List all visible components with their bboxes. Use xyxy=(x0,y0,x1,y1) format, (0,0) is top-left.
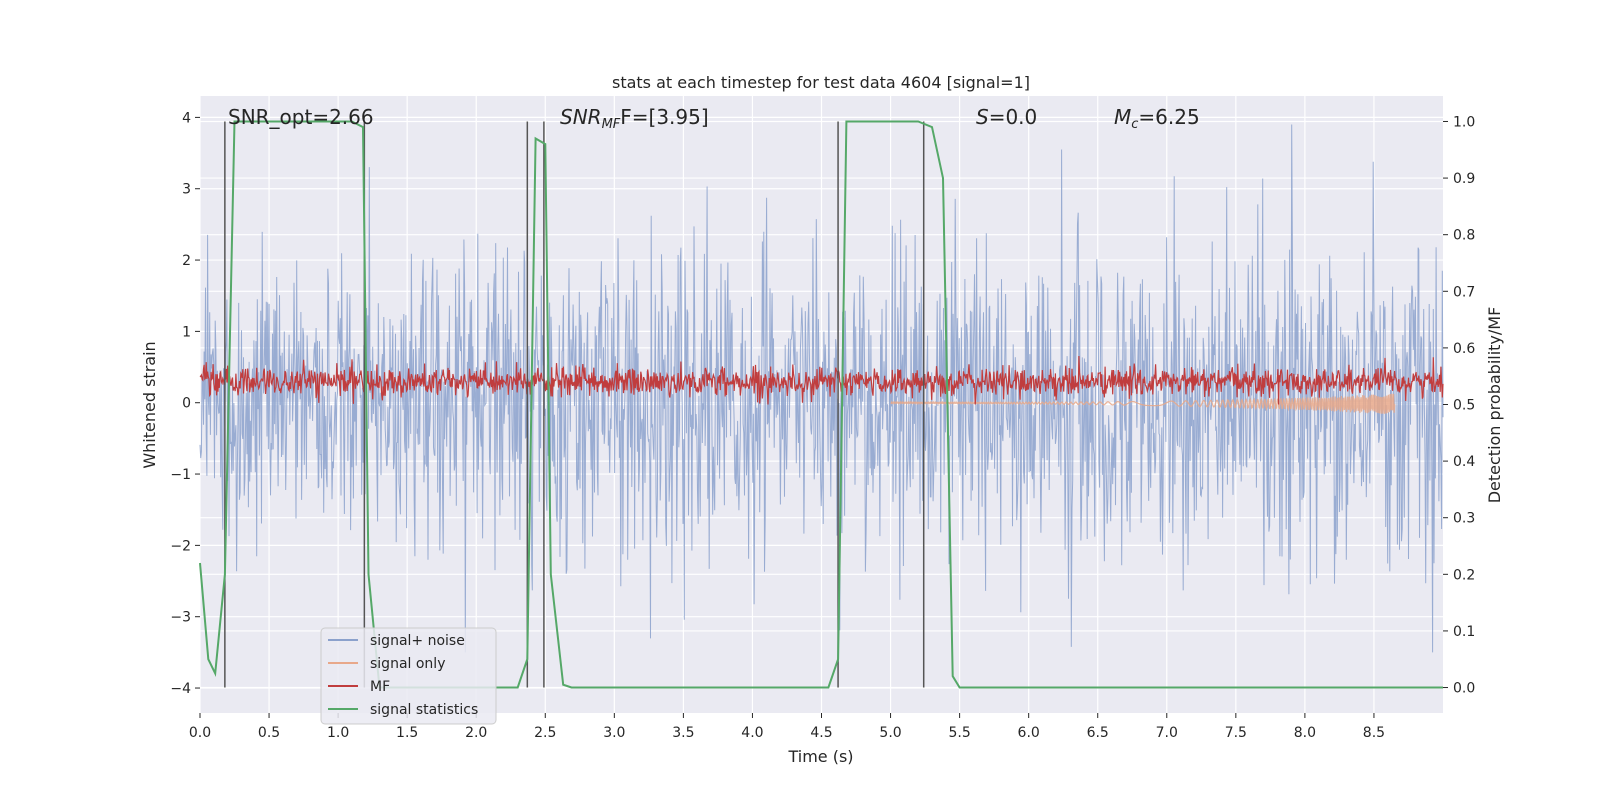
y-right-tick-label: 0.3 xyxy=(1453,511,1475,527)
y-right-tick-label: 0.8 xyxy=(1453,228,1475,244)
y-left-tick-label: −2 xyxy=(170,538,191,554)
x-tick-label: 0.5 xyxy=(258,725,280,741)
x-tick-label: 6.0 xyxy=(1018,725,1040,741)
y-right-tick-label: 0.2 xyxy=(1453,567,1475,583)
x-tick-label: 0.0 xyxy=(189,725,211,741)
y-left-tick-label: −4 xyxy=(170,681,191,697)
y-right-tick-label: 0.4 xyxy=(1453,454,1475,470)
legend-label-mf: MF xyxy=(370,679,390,695)
y-left-tick-label: 3 xyxy=(182,182,191,198)
x-tick-label: 3.0 xyxy=(603,725,625,741)
x-tick-label: 7.0 xyxy=(1156,725,1178,741)
y-right-axis-ticks: 1.0 0.9 0.8 0.7 0.6 0.5 0.4 0.3 0.2 0.1 0.0 xyxy=(1443,114,1475,697)
x-tick-label: 8.0 xyxy=(1294,725,1316,741)
x-tick-label: 5.5 xyxy=(948,725,970,741)
legend: signal+ noise signal only MF signal stat… xyxy=(320,627,497,725)
y-left-tick-label: 0 xyxy=(182,396,191,412)
legend-box xyxy=(320,627,497,725)
y-left-axis-label: Whitened strain xyxy=(140,341,159,468)
x-tick-label: 3.5 xyxy=(672,725,694,741)
y-left-tick-label: 4 xyxy=(182,110,191,126)
annotation-s: S=0.0 xyxy=(976,105,1037,129)
y-left-tick-label: −3 xyxy=(170,610,191,626)
legend-label-signal-only: signal only xyxy=(370,656,445,672)
series-mf xyxy=(199,355,1444,405)
signal-statistics-line xyxy=(199,120,1443,689)
legend-label-signal-noise: signal+ noise xyxy=(370,633,465,649)
annotation-mc: Mc=6.25 xyxy=(1114,105,1200,132)
y-right-tick-label: 0.9 xyxy=(1453,171,1475,187)
x-tick-label: 1.0 xyxy=(327,725,349,741)
y-right-tick-label: 0.7 xyxy=(1453,284,1475,300)
x-tick-label: 5.0 xyxy=(879,725,901,741)
mf-line xyxy=(199,355,1444,405)
y-left-tick-label: 2 xyxy=(182,253,191,269)
chart-title: stats at each timestep for test data 460… xyxy=(612,73,1030,92)
y-right-axis-label: Detection probability/MF xyxy=(1485,307,1504,504)
x-axis-ticks: 0.0 0.5 1.0 1.5 2.0 2.5 3.0 3.5 4.0 4.5 5.0 5.5 6.0 6… xyxy=(189,713,1385,741)
series-signal-statistics xyxy=(199,120,1443,689)
y-left-tick-label: −1 xyxy=(170,467,191,483)
x-tick-label: 2.5 xyxy=(534,725,556,741)
x-tick-label: 6.5 xyxy=(1087,725,1109,741)
y-right-tick-label: 0.6 xyxy=(1453,341,1475,357)
x-tick-label: 1.5 xyxy=(396,725,418,741)
annotation-snr-opt: SNR_opt=2.66 xyxy=(228,105,374,129)
x-tick-label: 4.0 xyxy=(741,725,763,741)
x-tick-label: 2.0 xyxy=(465,725,487,741)
grid-lines xyxy=(199,96,1443,713)
x-axis-label: Time (s) xyxy=(787,747,853,766)
y-right-tick-label: 0.5 xyxy=(1453,398,1475,414)
y-left-axis-ticks: 4 3 2 1 0 −1 −2 −3 −4 xyxy=(170,110,200,697)
x-tick-label: 7.5 xyxy=(1225,725,1247,741)
annotation-snr-mf: SNRMFF=[3.95] xyxy=(560,105,709,132)
y-right-tick-label: 0.0 xyxy=(1453,681,1475,697)
y-right-tick-label: 1.0 xyxy=(1453,114,1475,130)
x-tick-label: 4.5 xyxy=(810,725,832,741)
y-left-tick-label: 1 xyxy=(182,324,191,340)
x-tick-label: 8.5 xyxy=(1363,725,1385,741)
y-right-tick-label: 0.1 xyxy=(1453,624,1475,640)
legend-label-signal-statistics: signal statistics xyxy=(370,702,478,718)
